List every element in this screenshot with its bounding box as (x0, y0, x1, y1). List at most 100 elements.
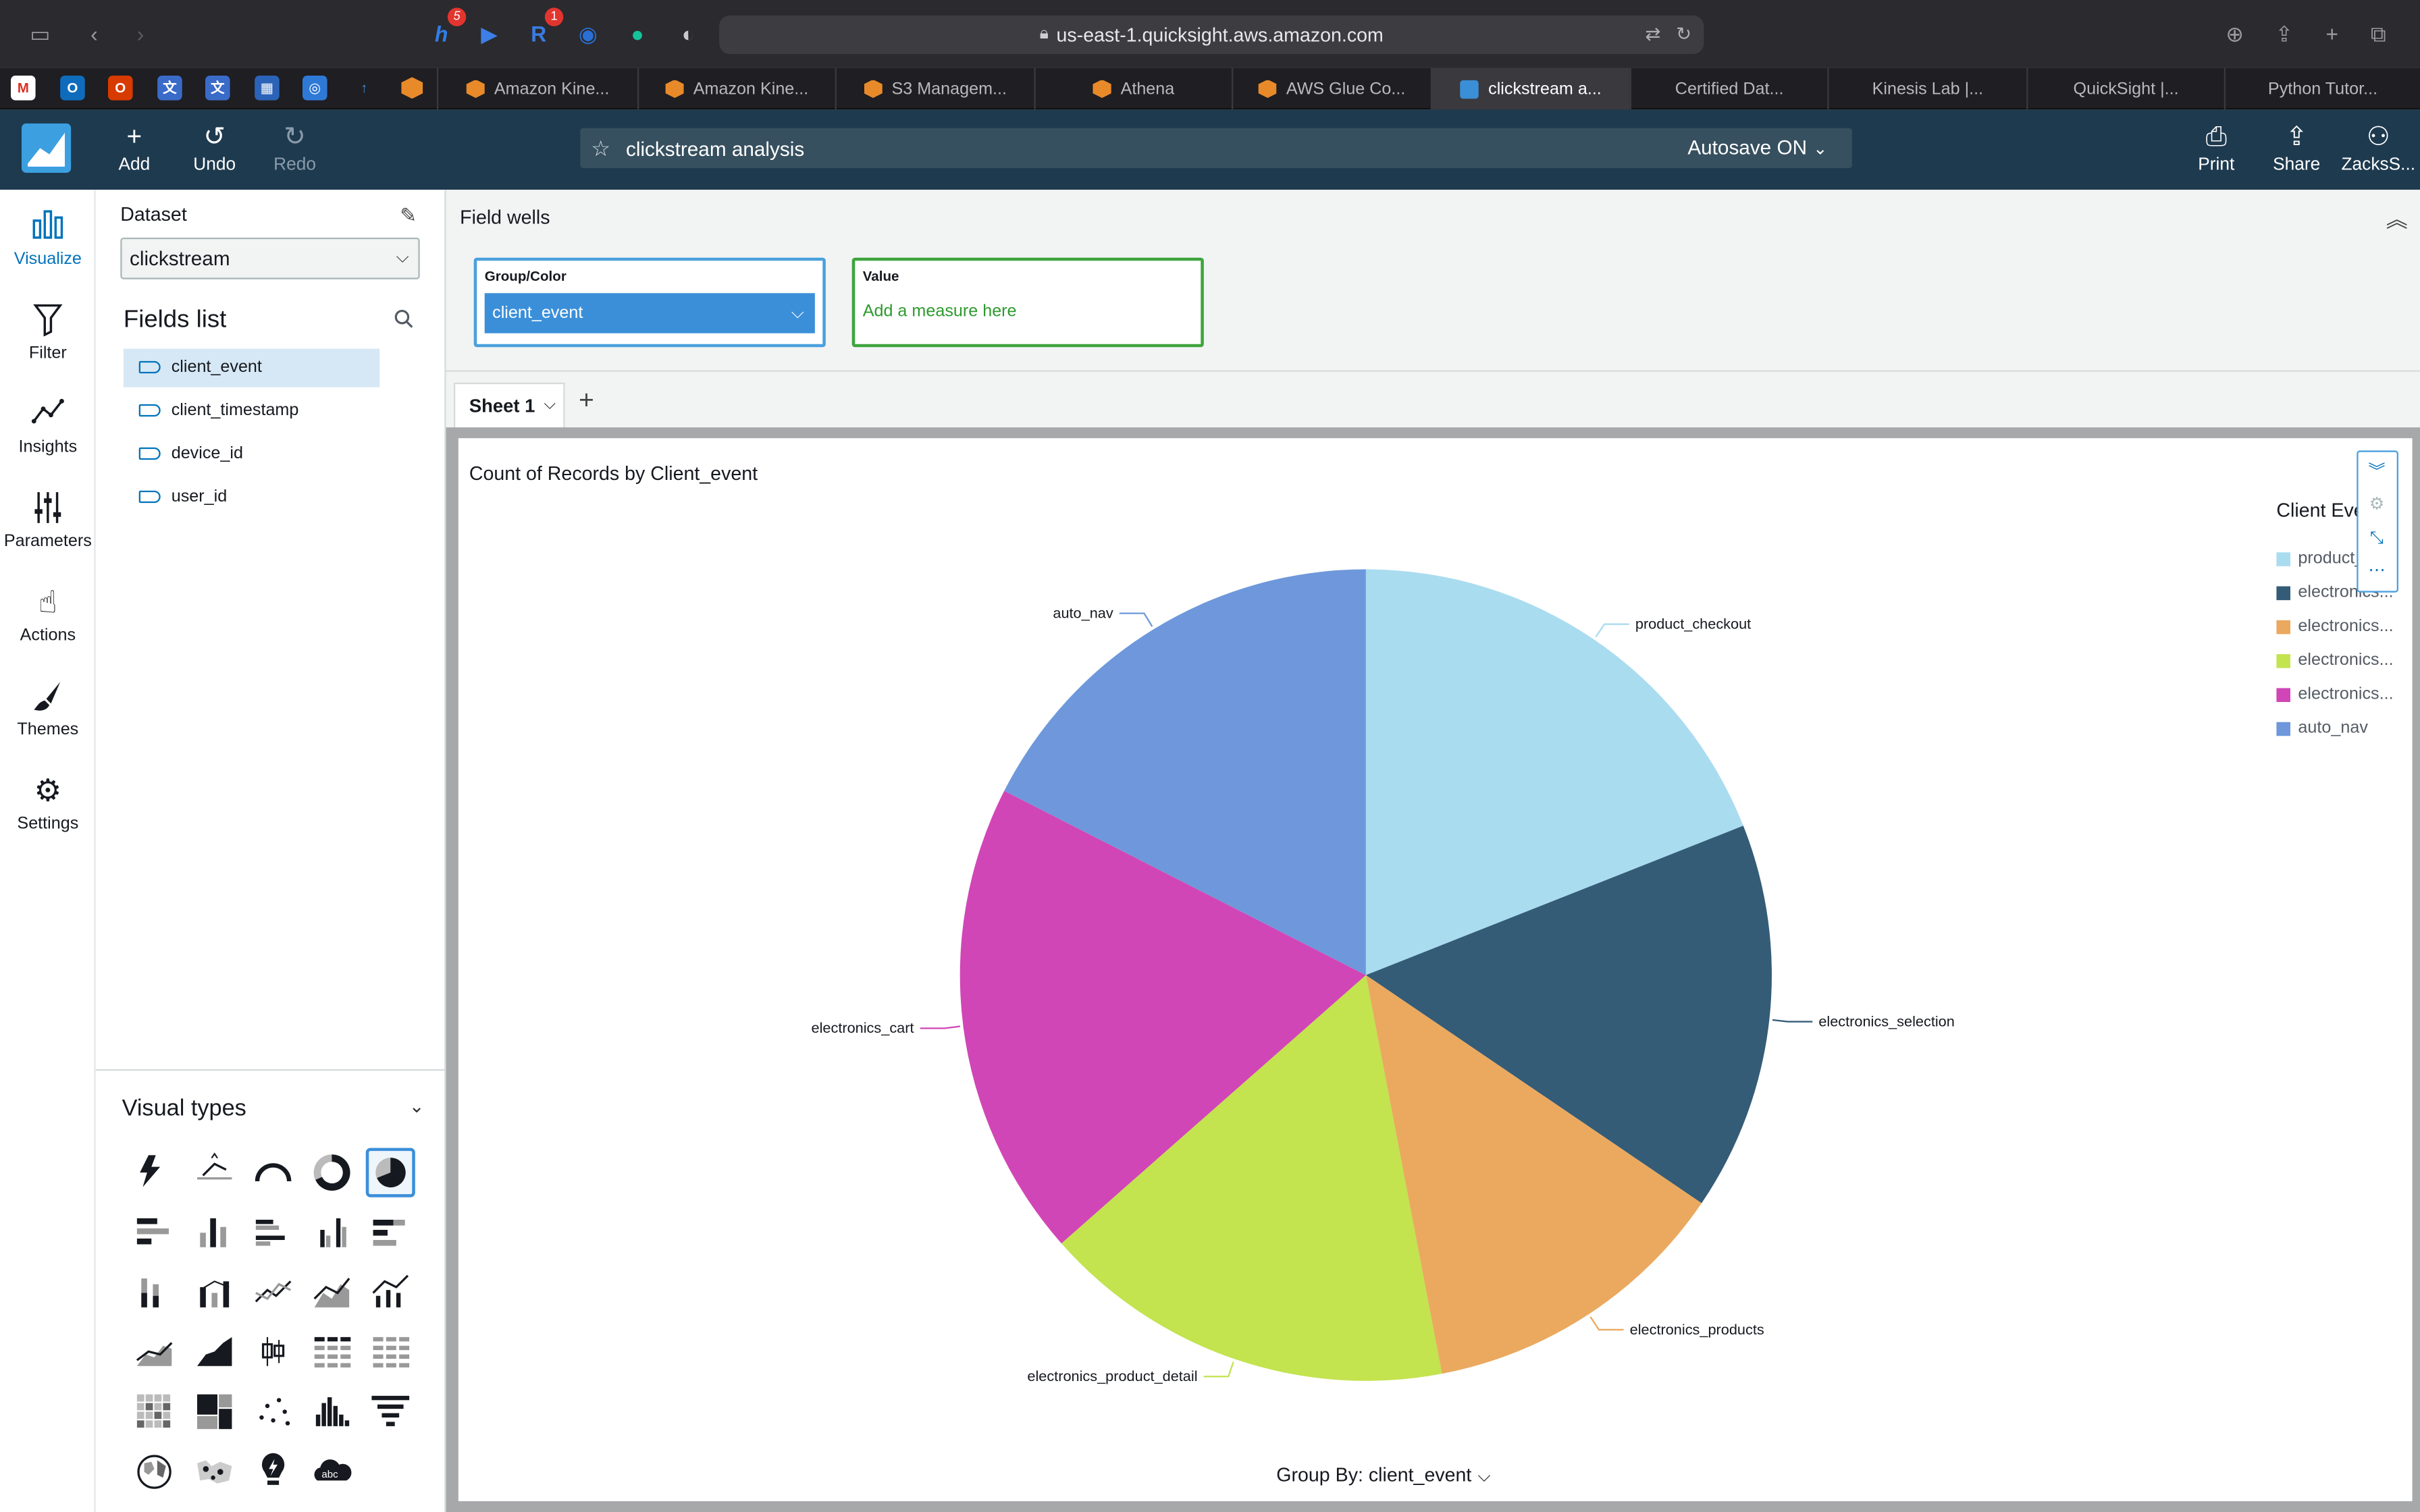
pie-chart-visual[interactable]: Count of Records by Client_event product… (458, 438, 2413, 1501)
translate-icon[interactable]: ⇄ (1645, 23, 1661, 45)
tab-overview-icon[interactable]: ⧉ (2370, 21, 2386, 47)
points-map-icon[interactable] (190, 1447, 239, 1496)
collapse-icon[interactable]: ⌄ (409, 1095, 425, 1117)
rail-parameters[interactable]: Parameters (0, 491, 96, 551)
add-sheet-button[interactable]: + (579, 385, 594, 415)
clustered-vertical-bar-icon[interactable] (307, 1208, 357, 1258)
gauge-icon[interactable] (248, 1148, 298, 1197)
rail-themes[interactable]: Themes (0, 679, 96, 739)
rail-insights[interactable]: Insights (0, 396, 96, 457)
user-menu-button[interactable]: ⚇ ZacksS... (2340, 122, 2417, 175)
field-item-user-id[interactable]: user_id (124, 479, 379, 517)
arrow-pin-icon[interactable]: ↑ (352, 75, 377, 101)
autograph-icon[interactable] (130, 1148, 179, 1197)
more-options-icon[interactable]: ⋯ (2368, 561, 2386, 580)
share-button[interactable]: ⇪ Share (2263, 122, 2331, 175)
add-button[interactable]: + Add (101, 122, 169, 175)
rail-visualize[interactable]: Visualize (0, 209, 96, 269)
pie-slice[interactable] (1061, 975, 1442, 1381)
browser-tab[interactable]: Amazon Kine... (637, 68, 835, 110)
area-line-icon[interactable] (307, 1268, 357, 1318)
grammarly-icon[interactable]: ● (631, 21, 644, 47)
share-sheet-icon[interactable]: ⇪ (2275, 21, 2294, 47)
browser-tab[interactable]: AWS Glue Co... (1231, 68, 1431, 110)
chevron-up-icon[interactable]: ︽ (2386, 207, 2408, 232)
pencil-icon[interactable]: ✎ (400, 203, 417, 227)
heat-map-icon[interactable] (130, 1387, 179, 1436)
word-cloud-icon[interactable]: abc (307, 1447, 357, 1496)
office-icon[interactable]: O (107, 75, 133, 101)
outlook-icon[interactable]: O (60, 75, 85, 101)
donut-chart-icon[interactable] (307, 1148, 357, 1197)
pie-chart[interactable]: product_checkoutelectronics_selectionele… (458, 438, 2413, 1501)
browser-tab[interactable]: QuickSight |... (2026, 68, 2224, 110)
filled-map-icon[interactable] (130, 1447, 179, 1496)
quicksight-logo-icon[interactable] (21, 123, 72, 173)
aws-pin-icon[interactable] (399, 75, 425, 101)
pie-slice[interactable] (1004, 569, 1366, 975)
pie-slice[interactable] (1365, 826, 1772, 1204)
browser-tab[interactable]: Kinesis Lab |... (1827, 68, 2026, 110)
url-bar[interactable]: 🔒︎ us-east-1.quicksight.aws.amazon.com ⇄… (719, 15, 1704, 54)
pivot-table-icon[interactable] (307, 1327, 357, 1376)
combo-line-icon[interactable] (366, 1268, 415, 1318)
histogram-icon[interactable] (307, 1387, 357, 1436)
gmail-icon[interactable]: M (10, 75, 36, 101)
star-icon[interactable]: ☆ (591, 134, 611, 160)
kpi-icon[interactable] (190, 1148, 239, 1197)
scatter-plot-icon[interactable] (248, 1387, 298, 1436)
downloads-icon[interactable]: ⊕ (2226, 21, 2244, 47)
table-icon[interactable] (366, 1327, 415, 1376)
funnel-icon[interactable] (366, 1387, 415, 1436)
browser-tab[interactable]: Athena (1034, 68, 1232, 110)
app-pin-icon[interactable]: ◎ (302, 75, 327, 101)
sidebar-toggle-icon[interactable]: ▭ (30, 21, 51, 47)
field-item-device-id[interactable]: device_id (124, 435, 379, 474)
translate-pin-icon[interactable]: 文 (157, 75, 182, 101)
browser-tab[interactable]: Certified Dat... (1629, 68, 1828, 110)
autosave-toggle[interactable]: Autosave ON ⌄ (1687, 136, 1828, 159)
analysis-name-field[interactable]: ☆ clickstream analysis Autosave ON ⌄ (580, 128, 1852, 169)
chevron-down-icon[interactable]: ⌵ (544, 396, 556, 414)
browser-tab[interactable]: Python Tutor... (2224, 68, 2420, 110)
gear-icon[interactable]: ⚙︎ (2369, 495, 2385, 514)
forward-icon[interactable]: ▶ (481, 21, 498, 47)
expand-menu-icon[interactable]: ︾ (2368, 462, 2386, 482)
rail-filter[interactable]: Filter (0, 302, 96, 362)
back-icon[interactable]: ‹ (90, 21, 98, 47)
pie-chart-icon[interactable] (365, 1148, 415, 1197)
pie-slice[interactable] (1365, 569, 1743, 975)
rail-actions[interactable]: ☝︎ Actions (0, 585, 96, 645)
horizontal-bar-icon[interactable] (130, 1208, 179, 1258)
tab-sheet-1[interactable]: Sheet 1 ⌵ (453, 382, 565, 428)
search-icon[interactable] (394, 308, 414, 333)
stacked-horizontal-bar-icon[interactable] (366, 1208, 415, 1258)
print-button[interactable]: ⎙ Print (2182, 122, 2251, 175)
pie-slice[interactable] (959, 790, 1366, 1244)
combo-bar-icon[interactable] (190, 1268, 239, 1318)
browser-tab[interactable]: clickstream a... (1430, 68, 1630, 110)
browser-tab[interactable]: S3 Managem... (835, 68, 1034, 110)
pie-slice[interactable] (1365, 975, 1702, 1374)
new-tab-icon[interactable]: + (2325, 21, 2339, 47)
dataset-select[interactable]: clickstream ⌵ (120, 237, 420, 279)
group-color-well[interactable]: Group/Color client_event ⌵ (473, 257, 826, 348)
translate-pin-2-icon[interactable]: 文 (205, 75, 230, 101)
line-chart-icon[interactable] (248, 1268, 298, 1318)
stacked-vertical-bar-icon[interactable] (130, 1268, 179, 1318)
box-plot-icon[interactable] (248, 1327, 298, 1376)
redo-button[interactable]: ↻ Redo (261, 122, 329, 175)
clustered-horizontal-bar-icon[interactable] (248, 1208, 298, 1258)
vertical-bar-icon[interactable] (190, 1208, 239, 1258)
forward-nav-icon[interactable]: › (136, 21, 144, 47)
tree-map-icon[interactable] (190, 1387, 239, 1436)
undo-button[interactable]: ↺ Undo (180, 122, 248, 175)
group-by-selector[interactable]: Group By: client_event ⌵ (1276, 1464, 1491, 1486)
field-item-client-timestamp[interactable]: client_timestamp (124, 392, 379, 431)
browser-tab[interactable]: Amazon Kine... (436, 68, 637, 110)
value-well[interactable]: Value Add a measure here (851, 257, 1204, 348)
reload-icon[interactable]: ↻ (1676, 23, 1692, 45)
onepassword-icon[interactable]: ◉ (578, 21, 598, 47)
